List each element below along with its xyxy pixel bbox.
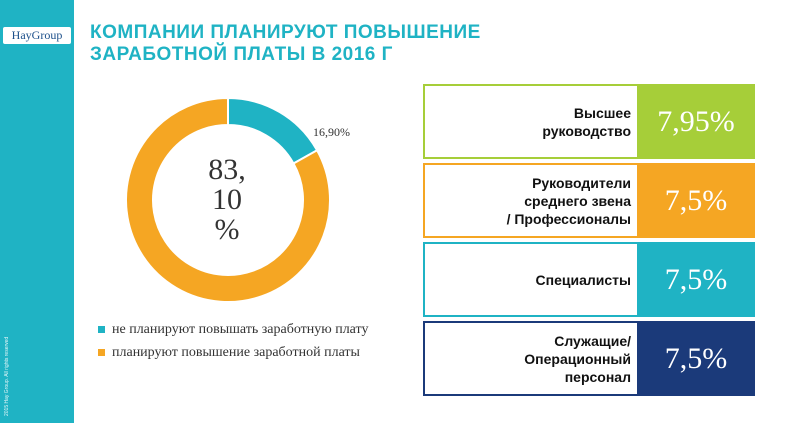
slide-title-line-2: ЗАРАБОТНОЙ ПЛАТЫ В 2016 Г xyxy=(90,44,393,65)
donut-chart: 83, 10 % 16,90% xyxy=(100,85,410,315)
legend-item-planning: планируют повышение заработной платы xyxy=(98,344,388,361)
row-label-line: / Профессионалы xyxy=(506,210,631,227)
table-row-middle-management: Руководители среднего звена / Профессион… xyxy=(423,163,755,238)
donut-svg xyxy=(125,96,331,303)
donut-center-label: 83, 10 % xyxy=(172,155,282,245)
chart-legend: не планируют повышать заработную плату п… xyxy=(98,321,388,367)
copyright-text: 2015 Hay Group. All rights reserved xyxy=(4,336,10,416)
salary-increase-table: Высшее руководство 7,95% Руководители ср… xyxy=(423,84,755,400)
row-label-line: Операционный xyxy=(524,350,631,367)
sidebar: HayGroup 2015 Hay Group. All rights rese… xyxy=(0,0,74,423)
row-label: Специалисты xyxy=(431,244,631,315)
donut-center-line-1: 83, xyxy=(208,153,246,186)
row-label-line: руководство xyxy=(542,122,631,139)
row-label-line: Служащие/ xyxy=(554,332,631,349)
haygroup-logo: HayGroup xyxy=(3,27,71,44)
row-value: 7,5% xyxy=(637,163,755,238)
slide-title-line-1: КОМПАНИИ ПЛАНИРУЮТ ПОВЫШЕНИЕ xyxy=(90,22,481,43)
legend-swatch-orange xyxy=(98,349,105,356)
slide-title: КОМПАНИИ ПЛАНИРУЮТ ПОВЫШЕНИЕ ЗАРАБОТНОЙ … xyxy=(90,22,610,66)
row-value: 7,5% xyxy=(637,321,755,396)
slice-label-teal: 16,90% xyxy=(313,125,350,139)
donut-slice-1 xyxy=(125,96,331,303)
row-label: Служащие/ Операционный персонал xyxy=(431,323,631,394)
donut-center-line-2: 10 xyxy=(212,183,242,216)
row-value: 7,5% xyxy=(637,242,755,317)
legend-label-not-planning: не планируют повышать заработную плату xyxy=(112,322,369,337)
table-row-operational-staff: Служащие/ Операционный персонал 7,5% xyxy=(423,321,755,396)
legend-item-not-planning: не планируют повышать заработную плату xyxy=(98,321,388,338)
row-label-line: среднего звена xyxy=(524,192,631,209)
legend-swatch-teal xyxy=(98,326,105,333)
row-label-line: Руководители xyxy=(532,174,631,191)
donut-center-line-3: % xyxy=(214,213,240,246)
row-label-line: Специалисты xyxy=(535,271,631,288)
table-row-specialists: Специалисты 7,5% xyxy=(423,242,755,317)
row-value: 7,95% xyxy=(637,84,755,159)
row-label-line: персонал xyxy=(564,368,631,385)
row-label: Высшее руководство xyxy=(431,86,631,157)
table-row-top-management: Высшее руководство 7,95% xyxy=(423,84,755,159)
row-label-line: Высшее xyxy=(573,104,631,121)
row-label: Руководители среднего звена / Профессион… xyxy=(431,165,631,236)
legend-label-planning: планируют повышение заработной платы xyxy=(112,345,360,360)
